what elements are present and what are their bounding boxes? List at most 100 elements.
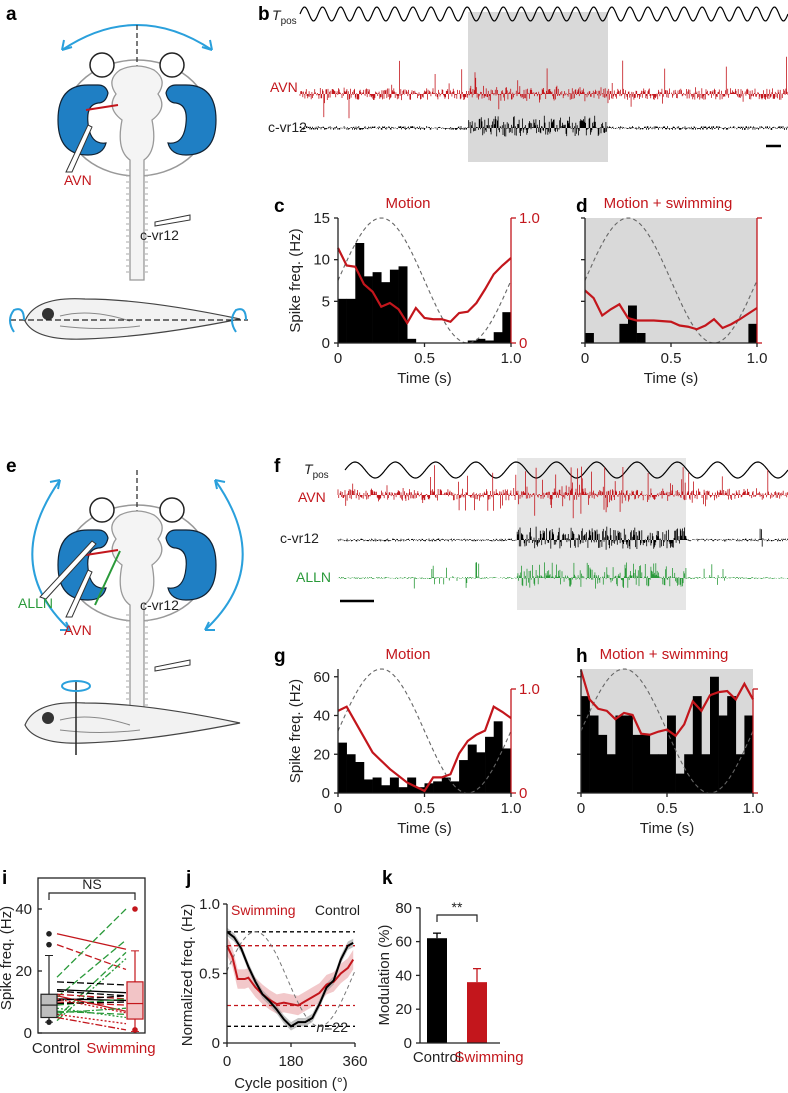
outlier-point bbox=[132, 906, 138, 912]
histogram-bar bbox=[589, 715, 599, 793]
histogram-bar bbox=[585, 333, 594, 343]
x-axis-label: Cycle position (°) bbox=[234, 1075, 348, 1092]
histogram-bar bbox=[619, 323, 629, 343]
y-tick-label: 0.5 bbox=[199, 966, 220, 983]
brain-spinal-cord bbox=[111, 510, 163, 726]
paired-line bbox=[56, 944, 127, 971]
cvr12-electrode bbox=[154, 214, 191, 227]
tpos-stimulus-f bbox=[344, 461, 788, 479]
panel-label-b: b bbox=[258, 4, 270, 25]
paired-line bbox=[56, 1007, 127, 1014]
histogram-bar bbox=[398, 787, 408, 793]
y-tick-label: 0 bbox=[322, 335, 330, 352]
y-tick-label: 20 bbox=[15, 963, 32, 980]
lateral-line-nerve bbox=[94, 550, 121, 606]
y-tick-label: 0 bbox=[212, 1035, 220, 1052]
histogram-bar bbox=[433, 781, 443, 793]
chart-h: 0 0.5 1.0 Time (s) Motion + swimming bbox=[577, 646, 764, 837]
x-tick-label: 0.5 bbox=[414, 350, 435, 367]
panel-label-e: e bbox=[6, 456, 17, 477]
y-tick-label: 5 bbox=[322, 293, 330, 310]
avn-trace-f bbox=[337, 465, 788, 519]
avn-electrode-label: AVN bbox=[64, 172, 92, 188]
significance-label: ** bbox=[452, 899, 463, 915]
chart-title: Motion + swimming bbox=[600, 646, 729, 663]
histogram-bar bbox=[389, 777, 399, 793]
histogram-bar bbox=[493, 721, 503, 793]
inner-ear-left bbox=[57, 84, 109, 156]
category-label-control: Control bbox=[32, 1040, 80, 1057]
swimming-episode-shading-f bbox=[517, 458, 686, 610]
paired-line bbox=[56, 990, 127, 997]
significance-bracket bbox=[436, 914, 478, 922]
avn-trace-b bbox=[299, 56, 788, 119]
paired-line bbox=[56, 1016, 127, 1031]
arrowhead-icon bbox=[49, 479, 226, 631]
x-tick-label: 0 bbox=[334, 800, 342, 817]
mean-line-control bbox=[226, 931, 354, 1028]
chart-title: Motion bbox=[385, 195, 430, 212]
legend-swimming: Swimming bbox=[231, 902, 296, 918]
histogram-bar bbox=[641, 734, 651, 793]
histogram-bar bbox=[649, 754, 659, 793]
bar-control bbox=[427, 938, 447, 1043]
x-tick-label: 0 bbox=[223, 1053, 231, 1070]
box bbox=[40, 993, 58, 1019]
n-annotation: n=22 bbox=[316, 1019, 348, 1035]
paired-line bbox=[56, 958, 127, 1022]
paired-line bbox=[56, 993, 127, 1000]
bar-swimming bbox=[467, 982, 487, 1043]
x-tick-label: 0.5 bbox=[414, 800, 435, 817]
normalized-rate-line bbox=[579, 669, 754, 738]
histogram-bar bbox=[718, 715, 728, 793]
histogram-bar bbox=[467, 744, 477, 793]
avn-trace-label-f: AVN bbox=[298, 489, 326, 505]
inner-ear-right bbox=[165, 529, 217, 601]
y2-tick-label: 0 bbox=[519, 335, 527, 352]
histogram-bar bbox=[606, 754, 616, 793]
y-tick-label: 10 bbox=[313, 252, 330, 269]
y-axis-label: Spike freq. (Hz) bbox=[287, 228, 304, 332]
histogram-bar bbox=[485, 736, 494, 793]
tpos-stimulus-b bbox=[299, 6, 788, 22]
panel-label-c: c bbox=[274, 196, 285, 217]
panel-label-g: g bbox=[274, 646, 286, 667]
alln-electrode bbox=[39, 540, 97, 600]
histogram-bar bbox=[372, 777, 382, 793]
histogram-bar bbox=[624, 715, 633, 793]
y-axis-label: Modulation (%) bbox=[376, 925, 393, 1026]
paired-line bbox=[56, 981, 127, 986]
histogram-bar bbox=[667, 715, 676, 793]
histogram-bar bbox=[744, 715, 754, 793]
paired-line bbox=[56, 988, 127, 994]
rotation-arrow-right bbox=[204, 479, 244, 631]
x-tick-label: 0 bbox=[334, 350, 342, 367]
histogram-bar bbox=[502, 312, 512, 343]
y2-tick-label: 1.0 bbox=[519, 681, 540, 698]
avn-electrode-label-e: AVN bbox=[64, 622, 92, 638]
histogram-bar bbox=[684, 754, 694, 793]
alln-electrode-label: ALLN bbox=[18, 595, 53, 611]
avn-electrode bbox=[65, 569, 93, 618]
y-tick-label: 60 bbox=[313, 669, 330, 686]
histogram-bar bbox=[459, 760, 469, 793]
histogram-bar bbox=[450, 781, 460, 793]
legend-control: Control bbox=[315, 902, 360, 918]
x-axis-label: Time (s) bbox=[397, 820, 451, 837]
recording-traces-f bbox=[337, 461, 788, 589]
tpos-label-f: Tpos bbox=[304, 461, 329, 481]
y-tick-label: 0 bbox=[24, 1025, 32, 1042]
x-axis-label: Time (s) bbox=[644, 370, 698, 387]
x-tick-label: 0 bbox=[581, 350, 589, 367]
panel-label-h: h bbox=[576, 646, 588, 667]
histogram-bar bbox=[407, 338, 417, 343]
normalized-rate-line bbox=[584, 289, 758, 331]
inner-ear-left bbox=[57, 529, 109, 601]
histogram-bar bbox=[692, 696, 702, 793]
x-tick-label: 0.5 bbox=[661, 350, 682, 367]
tadpole-detail bbox=[59, 312, 141, 329]
histogram-bar bbox=[710, 676, 719, 793]
histogram-bar bbox=[636, 333, 646, 343]
